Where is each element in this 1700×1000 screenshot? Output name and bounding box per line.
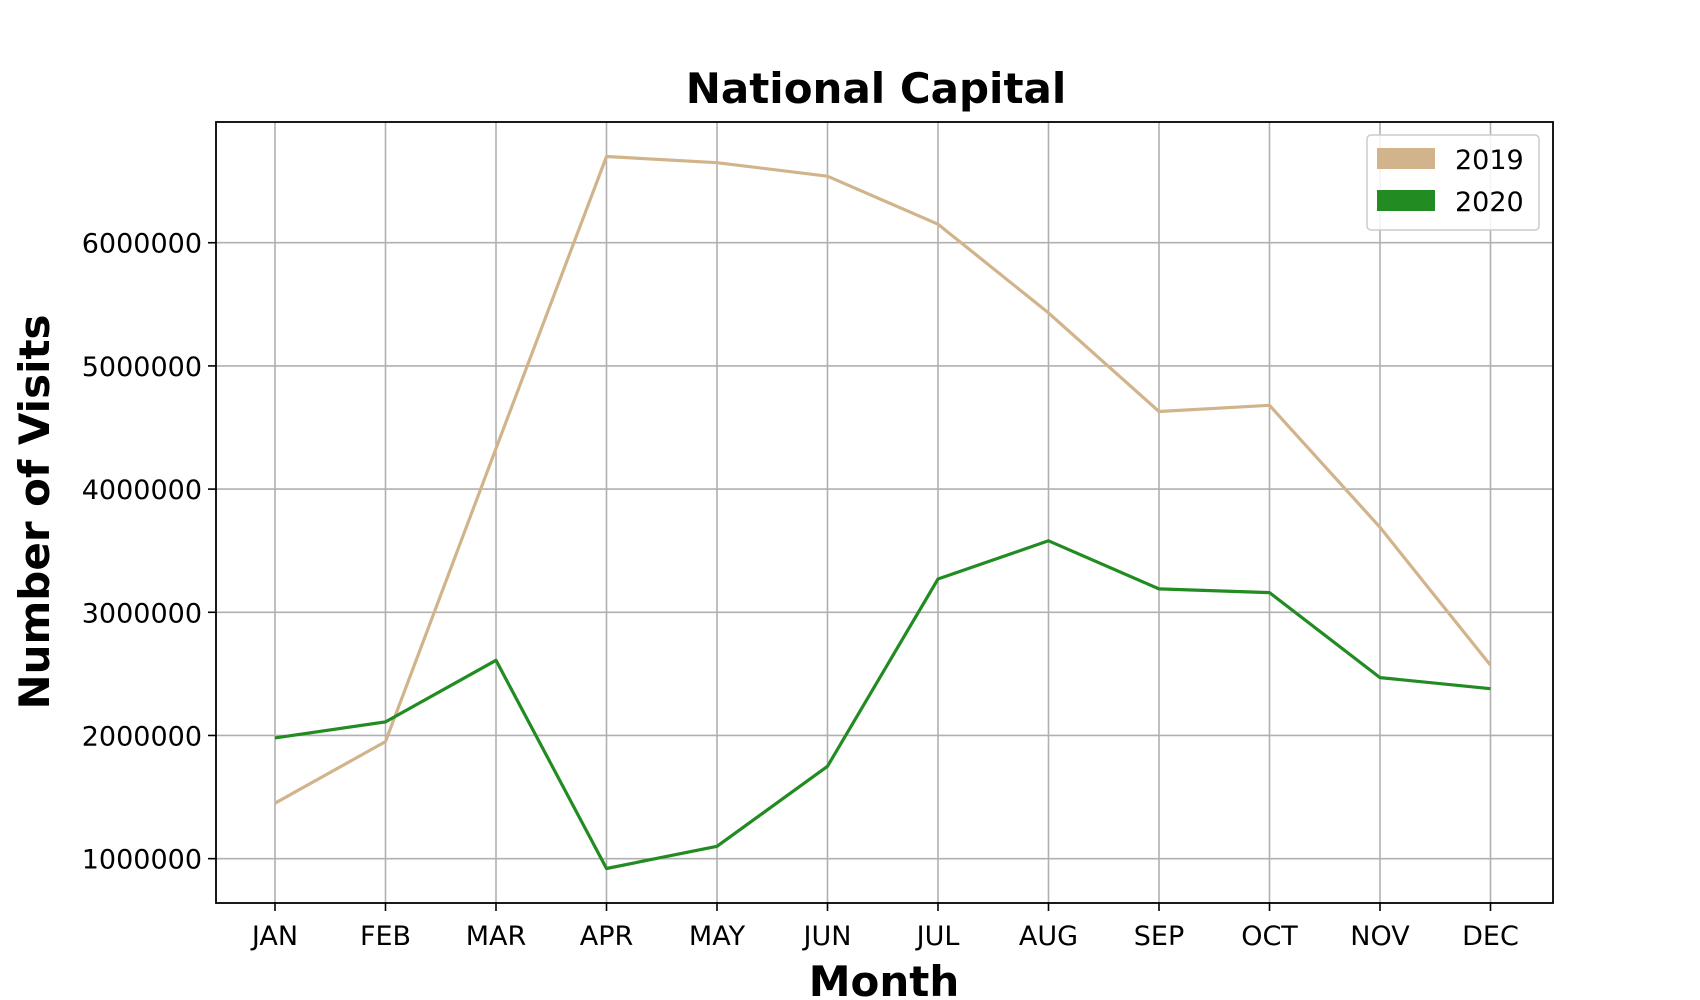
x-tick-label: NOV xyxy=(1350,921,1410,952)
x-tick-label: JAN xyxy=(250,921,298,952)
tick-layer: JAN FEB MAR APR MAY JUN JUL AUG SEP OCT NOV DEC 1000… xyxy=(82,229,1519,952)
series-line-2020 xyxy=(274,539,1491,871)
x-tick-label: MAY xyxy=(689,921,746,952)
y-axis-label: Number of Visits xyxy=(10,314,59,709)
legend-label-2020: 2020 xyxy=(1455,187,1524,218)
legend-label-2019: 2019 xyxy=(1455,145,1524,176)
y-tick-label: 2000000 xyxy=(82,721,202,752)
y-tick-label: 6000000 xyxy=(82,229,202,260)
x-tick-label: AUG xyxy=(1019,921,1078,952)
series-line-2019 xyxy=(274,154,1492,805)
x-tick-label: MAR xyxy=(466,921,527,952)
legend-swatch-2020 xyxy=(1377,190,1435,211)
y-tick-label: 3000000 xyxy=(82,598,202,629)
grid-layer xyxy=(216,122,1553,903)
x-tick-label: APR xyxy=(580,921,634,952)
legend-swatch-2019 xyxy=(1377,148,1435,169)
y-tick-label: 4000000 xyxy=(82,475,202,506)
x-tick-label: SEP xyxy=(1134,921,1184,952)
chart-title: National Capital xyxy=(686,64,1067,113)
legend: 2019 2020 xyxy=(1366,134,1540,231)
y-tick-label: 5000000 xyxy=(82,352,202,383)
series-layer xyxy=(274,154,1492,871)
x-axis-label: Month xyxy=(809,957,960,1000)
x-tick-label: DEC xyxy=(1462,921,1519,952)
plot-frame xyxy=(215,121,1554,904)
x-tick-label: FEB xyxy=(360,921,411,952)
x-tick-label: JUN xyxy=(802,921,852,952)
x-tick-label: JUL xyxy=(915,921,960,952)
y-tick-label: 1000000 xyxy=(82,845,202,876)
x-tick-label: OCT xyxy=(1241,921,1298,952)
